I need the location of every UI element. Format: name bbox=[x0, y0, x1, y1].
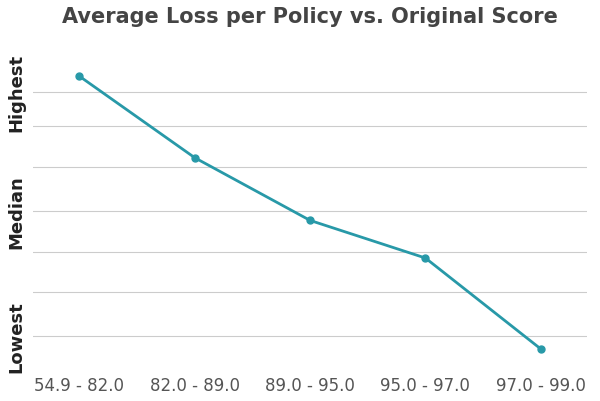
Title: Average Loss per Policy vs. Original Score: Average Loss per Policy vs. Original Sco… bbox=[62, 7, 558, 27]
